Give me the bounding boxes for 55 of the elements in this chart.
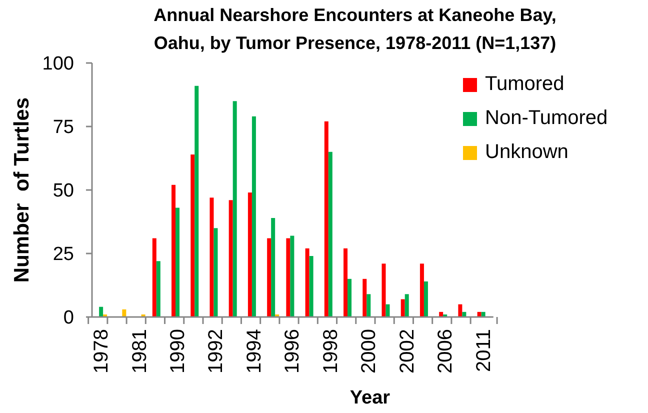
bar bbox=[404, 294, 409, 317]
x-tick-label: 1981 bbox=[128, 329, 151, 374]
bar bbox=[172, 184, 176, 317]
bar bbox=[286, 238, 290, 317]
bar bbox=[400, 299, 405, 317]
legend-label: Non-Tumored bbox=[485, 107, 608, 129]
bar bbox=[324, 121, 328, 317]
bar bbox=[382, 264, 386, 317]
bar bbox=[252, 116, 256, 317]
bar bbox=[362, 278, 367, 317]
bar bbox=[305, 248, 310, 317]
x-tick-label: 2002 bbox=[396, 329, 418, 374]
x-axis-title: Year bbox=[350, 388, 391, 408]
x-tick-label: 1994 bbox=[243, 329, 266, 374]
x-tick-label: 2011 bbox=[472, 329, 495, 372]
x-tick-label: 1996 bbox=[282, 329, 304, 374]
y-tick-label: 50 bbox=[52, 180, 74, 202]
bar bbox=[386, 304, 390, 317]
y-axis-title: Number of Turtles bbox=[10, 97, 34, 283]
bar bbox=[420, 264, 424, 317]
chart-title: Annual Nearshore Encounters at Kaneohe Bay, Oahu, by Tumor Presence, 1978-2011 (N=1,137) bbox=[154, 5, 556, 53]
x-tick-label: 2000 bbox=[358, 329, 380, 374]
bar bbox=[328, 152, 332, 317]
bar bbox=[290, 236, 294, 317]
bar bbox=[194, 86, 199, 317]
bar bbox=[156, 261, 160, 317]
y-tick-label: 100 bbox=[42, 54, 74, 75]
bar bbox=[309, 256, 314, 317]
bar bbox=[210, 198, 214, 317]
bar bbox=[366, 294, 371, 317]
x-tick-label: 1998 bbox=[320, 329, 342, 374]
bar bbox=[152, 238, 156, 317]
y-tick-label: 25 bbox=[52, 244, 74, 266]
x-tick-label: 1990 bbox=[167, 329, 190, 374]
bar bbox=[424, 281, 428, 317]
x-tick-label: 1978 bbox=[90, 329, 113, 374]
legend-label: Tumored bbox=[485, 73, 564, 95]
bar bbox=[228, 200, 233, 317]
bar bbox=[214, 228, 218, 317]
bar bbox=[344, 248, 348, 317]
bar bbox=[99, 306, 104, 317]
bar bbox=[190, 154, 195, 317]
bar bbox=[122, 309, 126, 317]
x-tick-label: 1992 bbox=[205, 329, 228, 374]
y-tick-label: 0 bbox=[63, 308, 74, 329]
bar bbox=[267, 238, 272, 317]
bar bbox=[176, 208, 180, 317]
bar bbox=[232, 101, 237, 317]
legend-label: Unknown bbox=[485, 141, 568, 163]
y-tick-label: 75 bbox=[52, 117, 74, 138]
x-tick-label: 2006 bbox=[434, 329, 457, 374]
bar bbox=[271, 218, 276, 317]
bar bbox=[348, 278, 352, 317]
bar bbox=[458, 304, 462, 317]
bar bbox=[248, 192, 252, 317]
